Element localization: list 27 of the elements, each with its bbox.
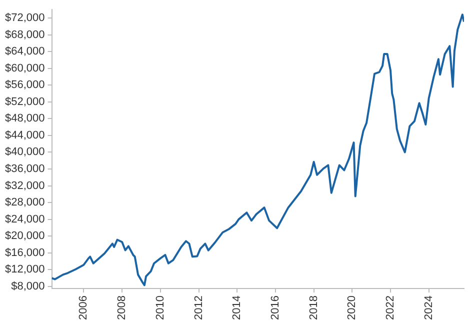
y-tick-label: $12,000 [4, 264, 45, 276]
y-tick-label: $44,000 [4, 129, 45, 142]
y-tick-label: $40,000 [4, 146, 45, 158]
y-tick-label: $24,000 [4, 213, 45, 226]
y-tick-label: $36,000 [4, 163, 45, 176]
x-tick-label: 2014 [231, 296, 244, 320]
y-tick-label: $56,000 [4, 79, 45, 92]
y-tick-label: $60,000 [4, 62, 45, 74]
y-tick-label: $52,000 [4, 96, 45, 108]
x-tick-label: 2020 [346, 296, 358, 320]
y-tick-label: $64,000 [4, 46, 45, 58]
y-tick-label: $68,000 [4, 28, 45, 41]
x-tick-label: 2006 [78, 296, 90, 320]
x-tick-label: 2018 [308, 296, 320, 320]
y-tick-label: $8,000 [11, 280, 45, 292]
x-tick-label: 2012 [192, 296, 205, 320]
y-tick-label: $28,000 [4, 196, 45, 209]
x-tick-label: 2016 [269, 296, 282, 320]
y-tick-label: $48,000 [4, 112, 45, 125]
y-tick-label: $16,000 [4, 246, 45, 259]
x-tick-label: 2022 [384, 296, 397, 320]
x-tick-label: 2010 [154, 296, 166, 320]
x-tick-label: 2024 [422, 296, 435, 320]
x-tick-label: 2008 [116, 296, 128, 320]
y-tick-label: $20,000 [4, 230, 45, 242]
y-tick-label: $32,000 [4, 180, 45, 192]
y-tick-label: $72,000 [4, 12, 45, 24]
